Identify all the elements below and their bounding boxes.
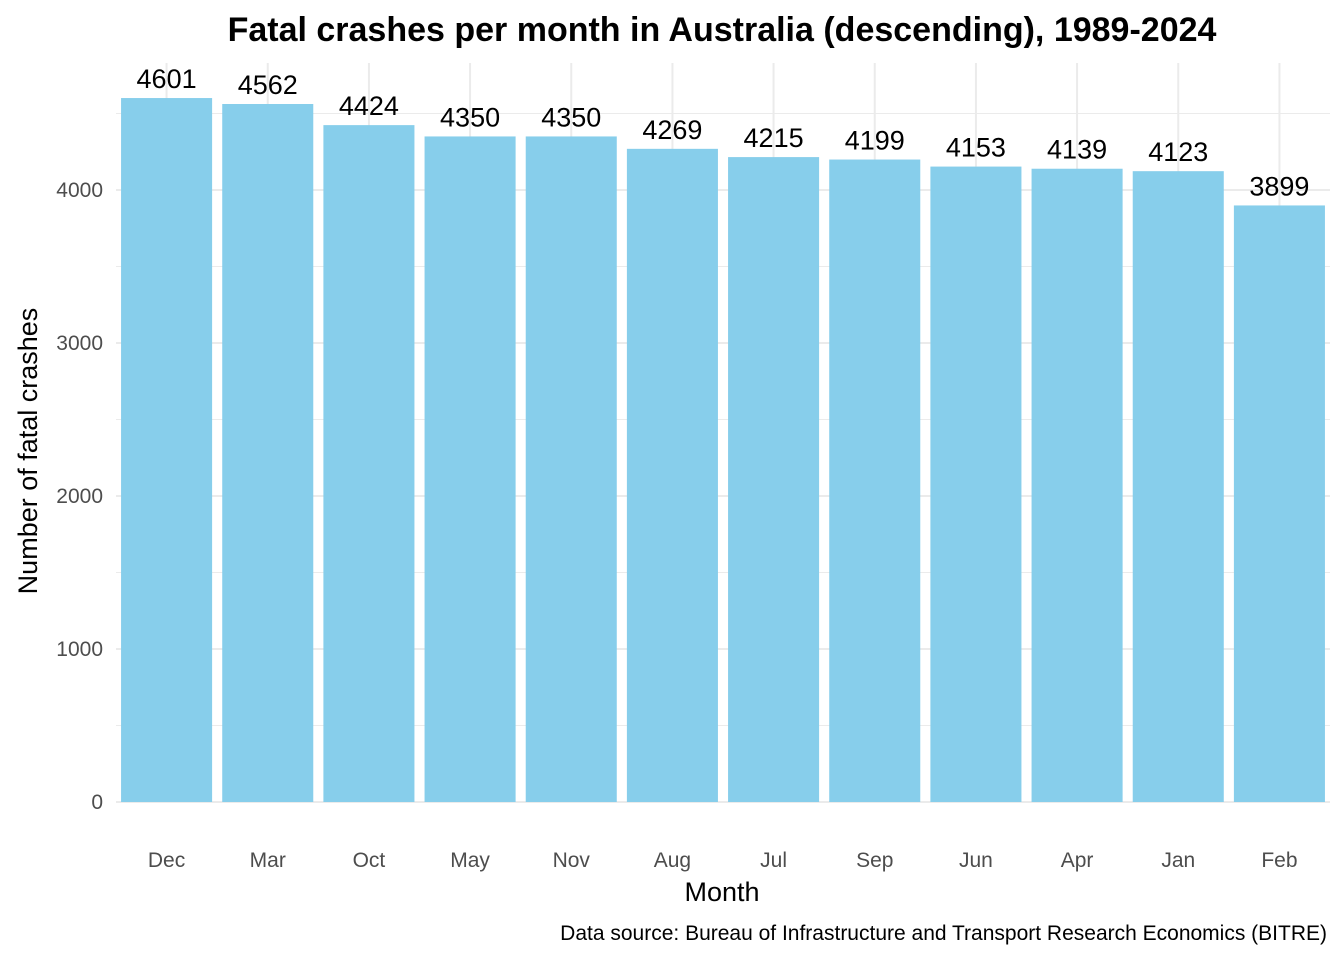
data-label-aug: 4269: [642, 115, 702, 145]
y-tick-label: 2000: [56, 485, 103, 508]
bar-may: [424, 136, 516, 803]
y-axis-ticks: 0 1000 2000 3000 4000: [56, 179, 103, 814]
data-labels: 4601 4562 4424 4350 4350 4269 4215 4199 4153 4139…: [137, 64, 1310, 201]
x-axis-ticks: Dec Mar Oct May Nov Aug Jul Sep Jun Apr Jan Feb: [148, 849, 1298, 872]
bar-sep: [829, 159, 921, 802]
x-tick-label-aug: Aug: [654, 849, 691, 872]
y-tick-label: 3000: [56, 332, 103, 355]
data-label-oct: 4424: [339, 91, 399, 121]
x-tick-label-may: May: [450, 849, 490, 872]
data-label-jan: 4123: [1148, 137, 1208, 167]
x-tick-label-jun: Jun: [959, 849, 993, 872]
data-source-caption: Data source: Bureau of Infrastructure an…: [560, 922, 1327, 945]
bar-jun: [930, 166, 1022, 802]
bar-dec: [121, 98, 213, 802]
data-label-nov: 4350: [541, 102, 601, 132]
y-tick-label: 1000: [56, 638, 103, 661]
x-tick-label-feb: Feb: [1261, 849, 1297, 872]
bar-nov: [525, 136, 617, 803]
data-label-feb: 3899: [1249, 171, 1309, 201]
bar-jul: [728, 157, 820, 803]
bar-aug: [626, 148, 718, 802]
x-tick-label-dec: Dec: [148, 849, 185, 872]
data-label-jun: 4153: [946, 133, 1006, 163]
x-tick-label-jan: Jan: [1161, 849, 1195, 872]
x-tick-label-sep: Sep: [856, 849, 893, 872]
x-tick-label-apr: Apr: [1061, 849, 1094, 872]
x-axis-title: Month: [684, 877, 759, 907]
bars: [121, 98, 1325, 803]
data-label-jul: 4215: [744, 123, 804, 153]
data-label-dec: 4601: [137, 64, 197, 94]
data-label-sep: 4199: [845, 126, 905, 156]
y-axis-title: Number of fatal crashes: [13, 308, 43, 595]
data-label-apr: 4139: [1047, 135, 1107, 165]
x-tick-label-jul: Jul: [760, 849, 787, 872]
bar-oct: [323, 125, 415, 803]
data-label-may: 4350: [440, 102, 500, 132]
x-tick-label-oct: Oct: [353, 849, 386, 872]
y-tick-label: 0: [91, 791, 103, 814]
bar-mar: [222, 104, 314, 802]
bar-jan: [1132, 171, 1224, 802]
bar-apr: [1031, 168, 1123, 802]
chart-title: Fatal crashes per month in Australia (de…: [228, 11, 1217, 49]
bar-feb: [1233, 205, 1325, 802]
x-tick-label-mar: Mar: [250, 849, 286, 872]
data-label-mar: 4562: [238, 70, 298, 100]
y-tick-label: 4000: [56, 179, 103, 202]
x-tick-label-nov: Nov: [553, 849, 591, 872]
